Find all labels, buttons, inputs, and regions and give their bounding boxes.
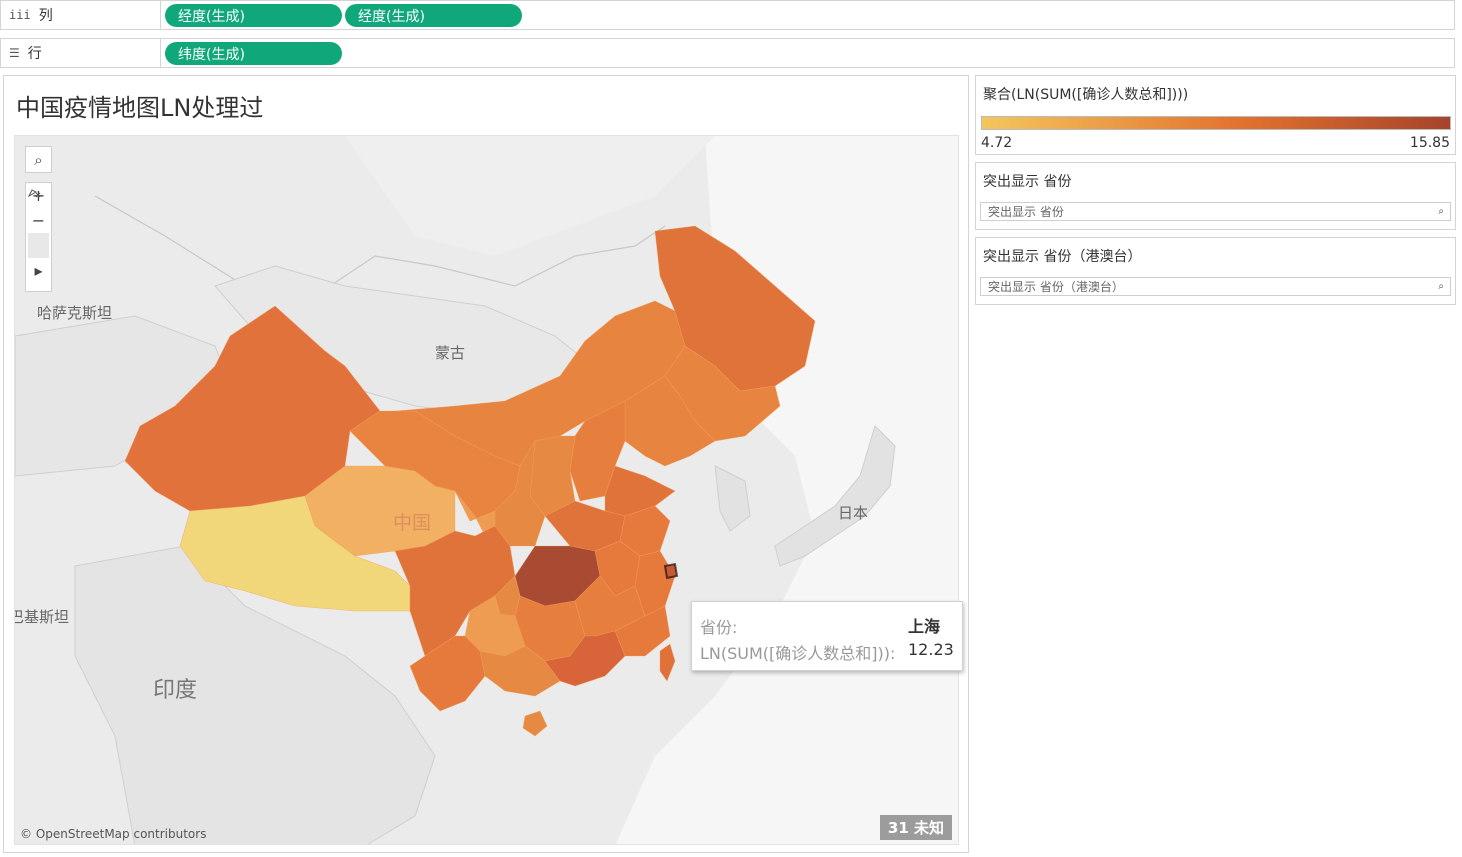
- rows-shelf-label: ☰ 行: [1, 39, 161, 67]
- zoom-out-button[interactable]: −: [26, 208, 51, 233]
- province-yunnan[interactable]: [409, 635, 486, 712]
- tooltip-measure-value: 12.23: [908, 640, 954, 659]
- worksheet-view: 中国疫情地图LN处理过: [3, 75, 969, 853]
- label-japan: 日本: [838, 504, 869, 522]
- province-shaanxi[interactable]: [494, 440, 546, 547]
- search-icon: ⌕: [1438, 206, 1444, 217]
- sheet-title: 中国疫情地图LN处理过: [16, 94, 264, 122]
- legend-min-value: 4.72: [981, 135, 1013, 151]
- legend-title: 聚合(LN(SUM([确诊人数总和]))): [983, 87, 1189, 103]
- tooltip-province-value: 上海: [908, 617, 941, 636]
- highlight-province-card: 突出显示 省份 突出显示 省份 ⌕: [975, 162, 1456, 230]
- japan-area: [774, 425, 896, 567]
- label-china: 中国: [393, 512, 432, 534]
- unknown-indicator[interactable]: 31 未知: [879, 815, 952, 840]
- tooltip-measure-label: LN(SUM([确诊人数总和])):: [700, 644, 896, 663]
- pin-reset-icon: [27, 189, 41, 198]
- province-shanxi[interactable]: [529, 435, 576, 517]
- search-icon: ⌕: [1438, 281, 1444, 292]
- legend-max-value: 15.85: [1409, 135, 1450, 151]
- highlight-province-input[interactable]: 突出显示 省份 ⌕: [980, 202, 1451, 221]
- longitude-pill[interactable]: 经度(生成): [165, 4, 342, 27]
- reset-view-button[interactable]: [27, 189, 49, 258]
- north-land: [15, 136, 715, 256]
- highlight-province-hmt-title: 突出显示 省份（港澳台）: [983, 249, 1142, 265]
- highlight-province-title: 突出显示 省份: [983, 174, 1072, 190]
- korea-area: [714, 465, 751, 532]
- map-zoom-controls: + − ▸: [25, 182, 52, 292]
- minus-icon: −: [31, 211, 46, 230]
- columns-shelf-label: iii 列: [1, 1, 161, 29]
- province-shanghai[interactable]: [663, 562, 679, 580]
- legend-gradient-bar[interactable]: [981, 116, 1451, 130]
- province-hainan[interactable]: [522, 710, 548, 737]
- longitude-pill-2[interactable]: 经度(生成): [345, 4, 522, 27]
- label-pakistan: 巴基斯坦: [14, 608, 70, 626]
- map-tooltip: 省份: 上海 LN(SUM([确诊人数总和])): 12.23: [691, 601, 963, 671]
- color-legend: 聚合(LN(SUM([确诊人数总和]))) 4.72 15.85: [975, 75, 1456, 155]
- map-attribution[interactable]: © OpenStreetMap contributors: [20, 827, 207, 841]
- expand-toolbar-button[interactable]: ▸: [26, 258, 51, 283]
- map-canvas: [15, 136, 958, 844]
- province-guangdong[interactable]: [544, 630, 626, 687]
- label-mongolia: 蒙古: [435, 344, 466, 362]
- play-icon: ▸: [34, 261, 43, 280]
- russia-border: [94, 195, 666, 297]
- map-view[interactable]: ⌕ + − ▸ 哈萨克斯坦 蒙古 中国 日本 巴基斯坦 印度 © OpenStr…: [14, 135, 959, 845]
- tooltip-province-label: 省份:: [700, 618, 738, 637]
- label-india: 印度: [153, 678, 198, 703]
- map-search-button[interactable]: ⌕: [25, 146, 52, 173]
- highlight-province-hmt-card: 突出显示 省份（港澳台） 突出显示 省份（港澳台） ⌕: [975, 237, 1456, 305]
- india-area: [74, 545, 436, 844]
- columns-shelf: iii 列 经度(生成) 经度(生成): [0, 0, 1455, 30]
- province-qinghai[interactable]: [304, 465, 456, 557]
- label-kazakhstan: 哈萨克斯坦: [37, 304, 113, 322]
- province-taiwan[interactable]: [659, 643, 676, 682]
- highlight-province-hmt-input[interactable]: 突出显示 省份（港澳台） ⌕: [980, 277, 1451, 296]
- latitude-pill[interactable]: 纬度(生成): [165, 42, 342, 65]
- rows-shelf: ☰ 行 纬度(生成): [0, 38, 1455, 68]
- search-icon: ⌕: [34, 150, 43, 169]
- columns-icon: iii: [9, 8, 31, 22]
- rows-icon: ☰: [9, 46, 20, 60]
